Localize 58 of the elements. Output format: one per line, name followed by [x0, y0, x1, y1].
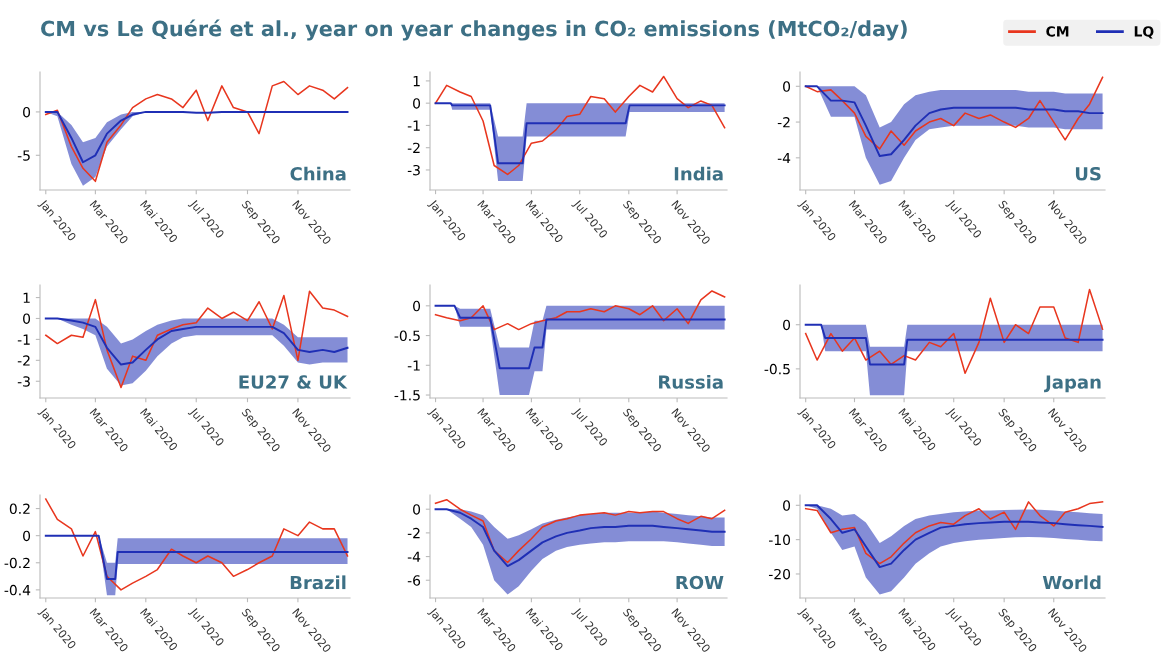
text: CM vs Le Quéré et al., year on year changes in CO₂ emissions (MtCO₂/day) [41, 19, 907, 41]
y-tick-label: 0 [23, 313, 31, 324]
annotation: ROW [676, 575, 724, 590]
annotation: US [1075, 166, 1101, 181]
line-series [45, 80, 349, 183]
y-tick-label: -3 [407, 164, 420, 176]
line-series [804, 288, 1104, 375]
annotation: World [1042, 575, 1101, 590]
legend-label: LQ [1134, 26, 1154, 39]
y-tick-label: -0.5 [764, 363, 790, 375]
y-tick-label: -1.5 [394, 390, 420, 401]
line-series [434, 498, 726, 564]
line-series [434, 304, 726, 370]
y-tick-label: -4 [407, 551, 421, 562]
y-tick-label: -2 [777, 117, 790, 128]
legend-label: CM [1046, 26, 1069, 37]
y-tick-label: 1 [413, 76, 420, 87]
y-tick-label: -20 [768, 568, 791, 580]
y-tick-label: -1 [407, 120, 420, 131]
line-series [45, 498, 349, 591]
y-tick-label: 1 [23, 292, 30, 303]
annotation: Brazil [290, 575, 346, 590]
y-tick-label: -2 [407, 527, 420, 539]
y-tick-label: -3 [17, 376, 30, 387]
y-tick-label: -1 [407, 360, 420, 371]
y-tick-label: -10 [768, 534, 791, 546]
y-tick-label: -4 [777, 152, 791, 164]
line-series [434, 508, 726, 567]
y-tick-label: 0 [23, 106, 31, 118]
y-tick-label: 0 [783, 500, 791, 511]
annotation: EU27 & UK [239, 375, 348, 389]
line-series [804, 76, 1104, 150]
y-tick-label: -6 [407, 575, 421, 586]
y-tick-label: -1 [17, 334, 30, 345]
y-tick-label: -0.2 [4, 557, 30, 569]
y-tick-label: 0.2 [9, 503, 30, 515]
annotation: Russia [659, 374, 723, 389]
line-series [804, 85, 1104, 157]
y-tick-label: 0 [413, 98, 421, 109]
line-series [804, 323, 1104, 366]
y-tick-label: 0 [783, 81, 791, 92]
annotation: India [674, 166, 723, 181]
y-tick-label: -0.5 [394, 330, 420, 342]
y-tick-label: -5 [17, 150, 30, 161]
line-series [434, 102, 726, 165]
y-tick-label: 0 [783, 319, 791, 331]
line-series [44, 110, 349, 164]
y-tick-label: 0 [413, 300, 421, 312]
y-tick-label: -0.4 [4, 584, 31, 596]
y-tick-label: -2 [407, 142, 420, 153]
y-tick-label: 0 [413, 504, 421, 515]
annotation: China [290, 166, 346, 181]
annotation: Japan [1044, 375, 1101, 393]
y-tick-label: 0 [23, 530, 31, 542]
y-tick-label: -2 [17, 355, 30, 366]
line-series [44, 317, 349, 366]
line-series [434, 290, 726, 331]
line-series [45, 290, 349, 389]
